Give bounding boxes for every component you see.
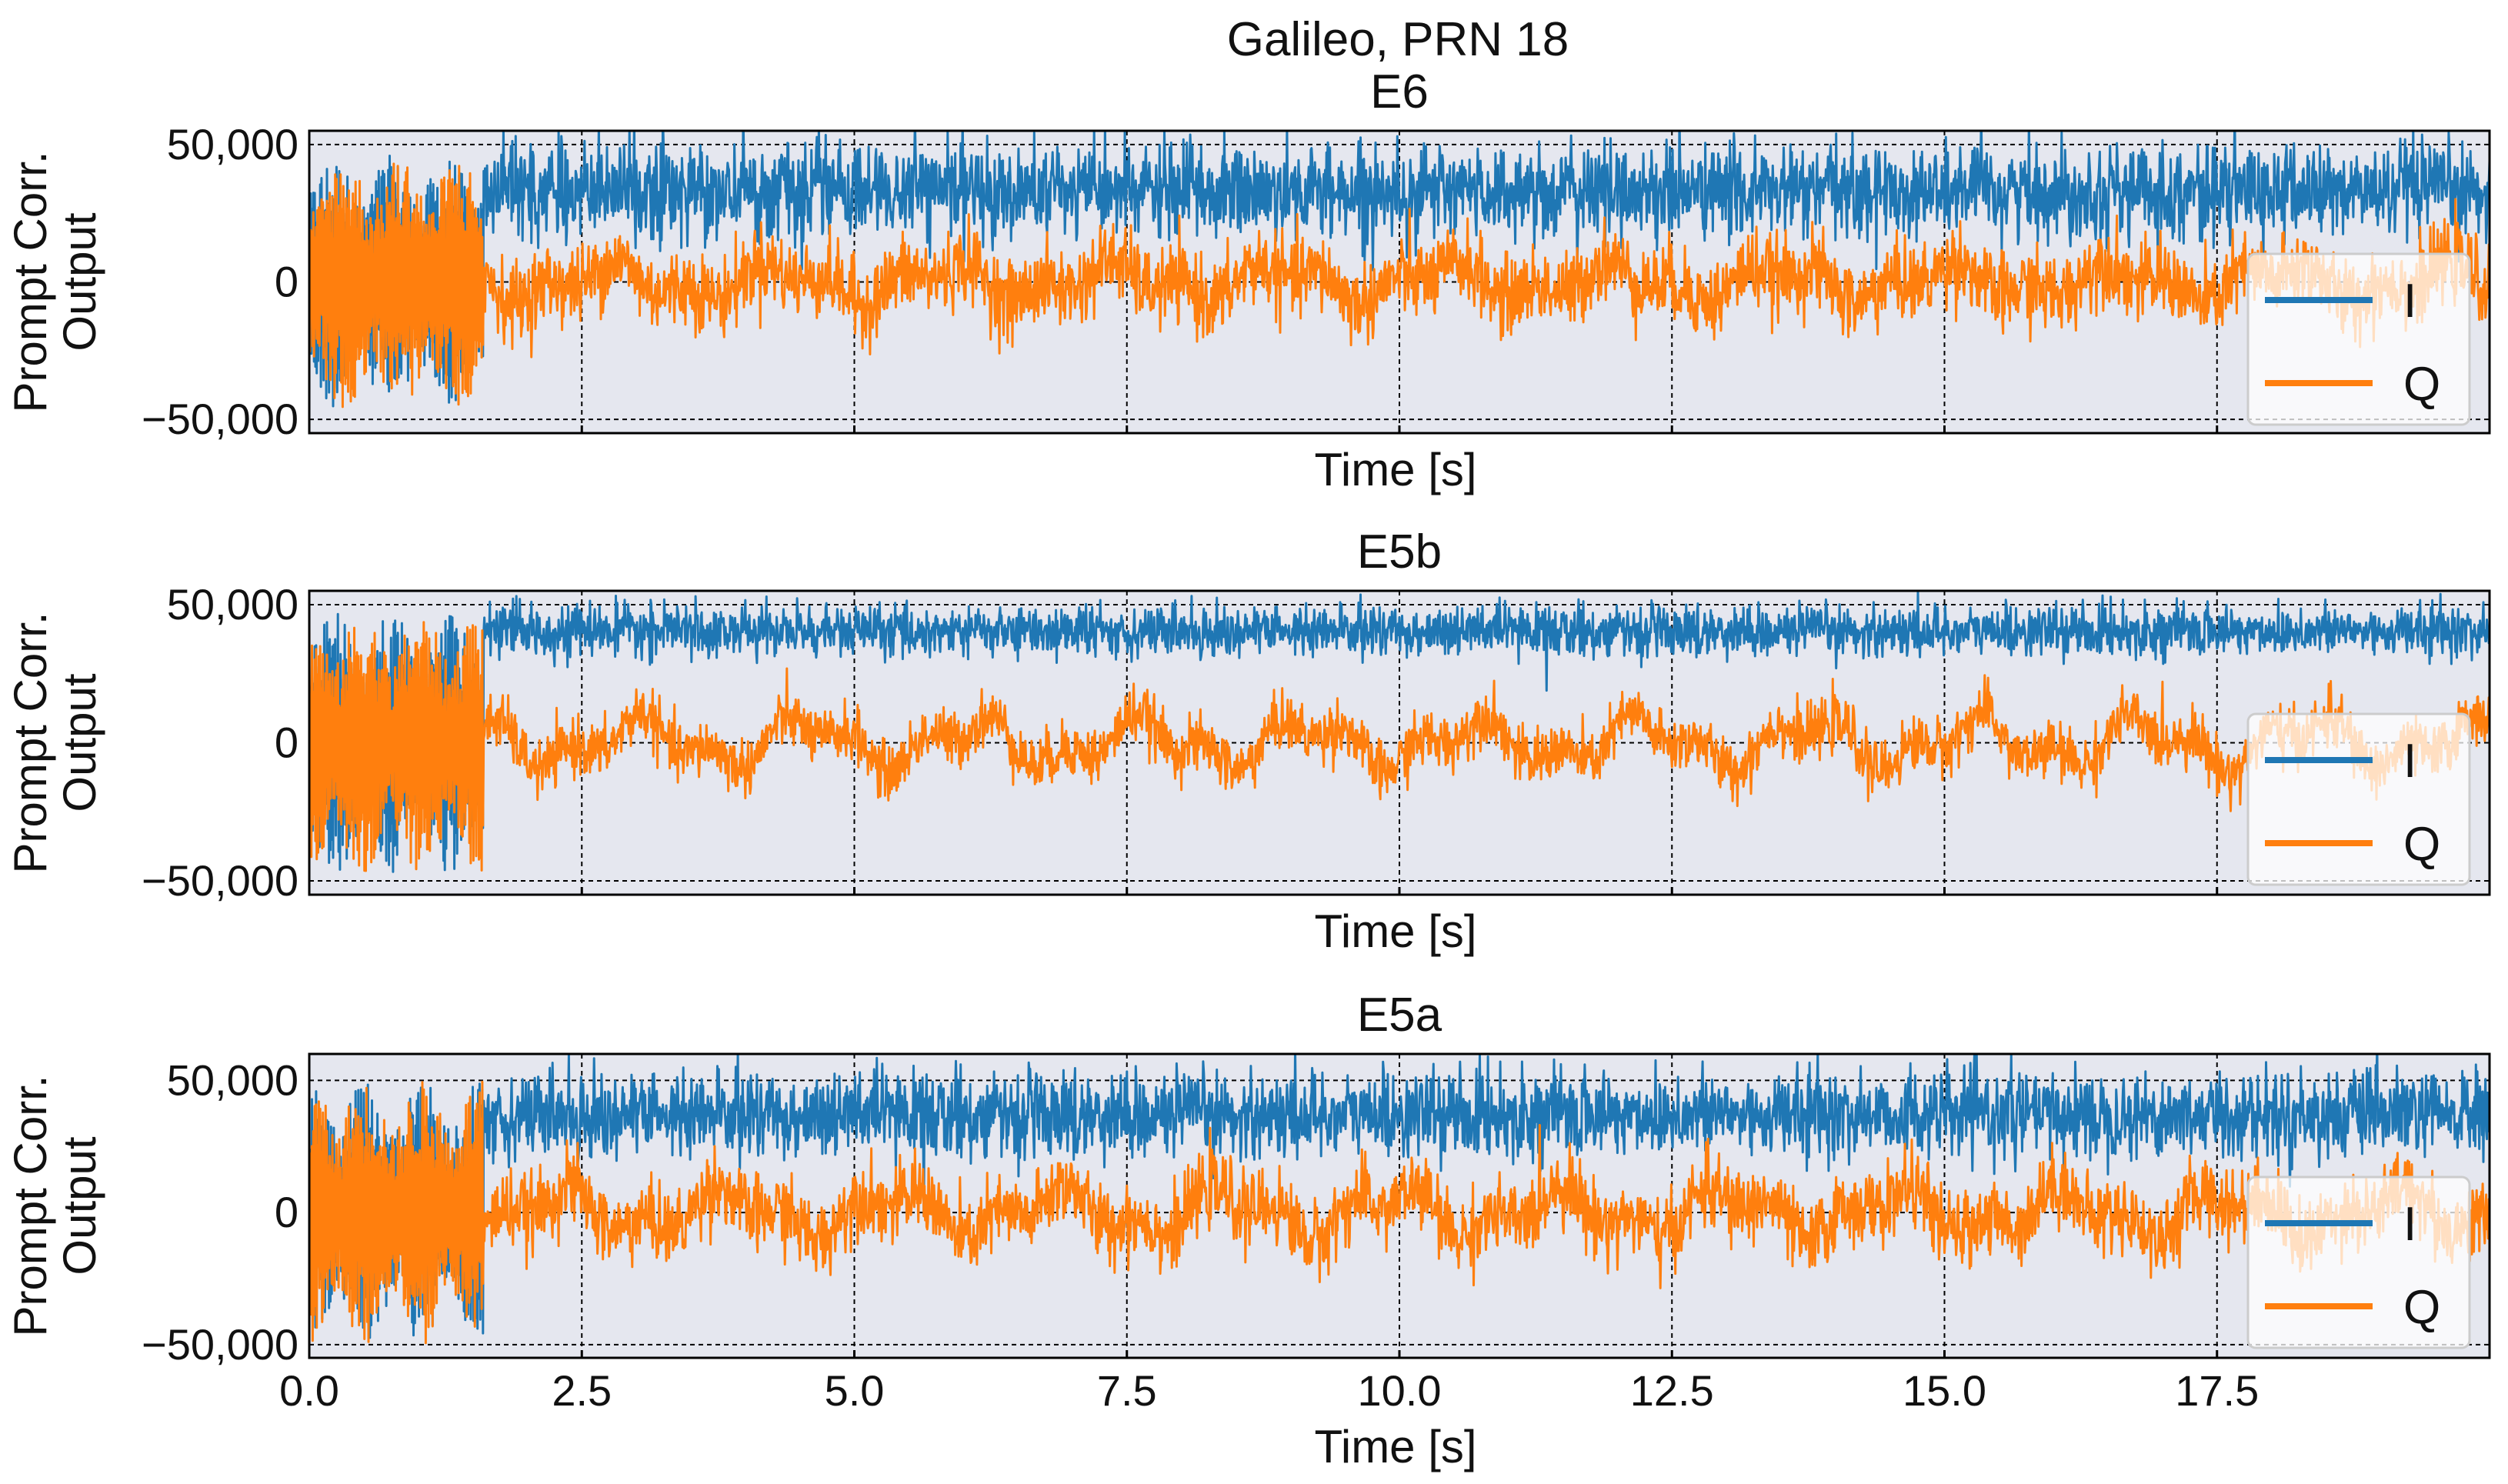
panel-title: E5a (1357, 989, 1442, 1042)
series-line-i (309, 1054, 2490, 1339)
series-group (309, 591, 2490, 873)
panel-e5a: 50,000 0 −50,000 E5a Prompt Corr.Output 0.0 2.… (5, 989, 2491, 1472)
y-tick-label: 50,000 (167, 120, 298, 168)
figure-title: Galileo, PRN 18 (1227, 13, 1569, 66)
y-tick-label: 50,000 (167, 580, 298, 629)
panel-title: E5b (1357, 525, 1442, 579)
y-tick-label: −50,000 (142, 395, 298, 443)
y-axis-label: Output (54, 673, 105, 812)
y-tick-label: 0 (275, 719, 298, 767)
y-tick-label: 0 (275, 1188, 298, 1236)
x-tick-label: 15.0 (1903, 1366, 1986, 1415)
x-tick-label: 12.5 (1630, 1366, 1714, 1415)
series-line-i (309, 591, 2490, 873)
series-group (309, 1054, 2490, 1345)
legend: IQ (2246, 1176, 2471, 1349)
y-axis-label: Prompt Corr. (5, 612, 56, 873)
y-axis-label: Output (54, 1136, 105, 1275)
x-tick-label: 10.0 (1358, 1366, 1442, 1415)
legend-label: I (2403, 275, 2416, 328)
x-tick-label: 7.5 (1097, 1366, 1157, 1415)
y-axis-label: Output (54, 212, 105, 351)
panel-title: E6 (1370, 65, 1429, 118)
x-tick-label: 17.5 (2175, 1366, 2259, 1415)
panel-e6: 50,000 0 −50,000 E6 Prompt Corr.Output Time [… (5, 65, 2491, 495)
y-tick-label: 50,000 (167, 1055, 298, 1104)
y-tick-label: −50,000 (142, 856, 298, 905)
y-tick-label: −50,000 (142, 1320, 298, 1369)
x-axis-label: Time [s] (1314, 1421, 1476, 1472)
series-line-q (309, 162, 2490, 409)
x-tick-label: 2.5 (552, 1366, 612, 1415)
series-group (309, 131, 2490, 409)
legend: IQ (2246, 712, 2471, 886)
x-tick-label: 0.0 (279, 1366, 339, 1415)
x-tick-label: 5.0 (825, 1366, 885, 1415)
legend-label: I (2403, 735, 2416, 788)
legend-label: Q (2403, 358, 2440, 411)
series-line-i (309, 131, 2490, 408)
legend-label: Q (2403, 818, 2440, 871)
y-tick-label: 0 (275, 258, 298, 306)
legend: IQ (2246, 252, 2471, 426)
panel-e5b: 50,000 0 −50,000 E5b Prompt Corr.Output Time … (5, 525, 2491, 957)
y-axis-label: Prompt Corr. (5, 151, 56, 412)
legend-label: Q (2403, 1281, 2440, 1334)
series-line-q (309, 1080, 2490, 1345)
series-line-q (309, 621, 2490, 872)
y-axis-label: Prompt Corr. (5, 1075, 56, 1336)
x-axis-label: Time [s] (1314, 905, 1476, 957)
legend-label: I (2403, 1198, 2416, 1251)
x-axis-label: Time [s] (1314, 444, 1476, 495)
